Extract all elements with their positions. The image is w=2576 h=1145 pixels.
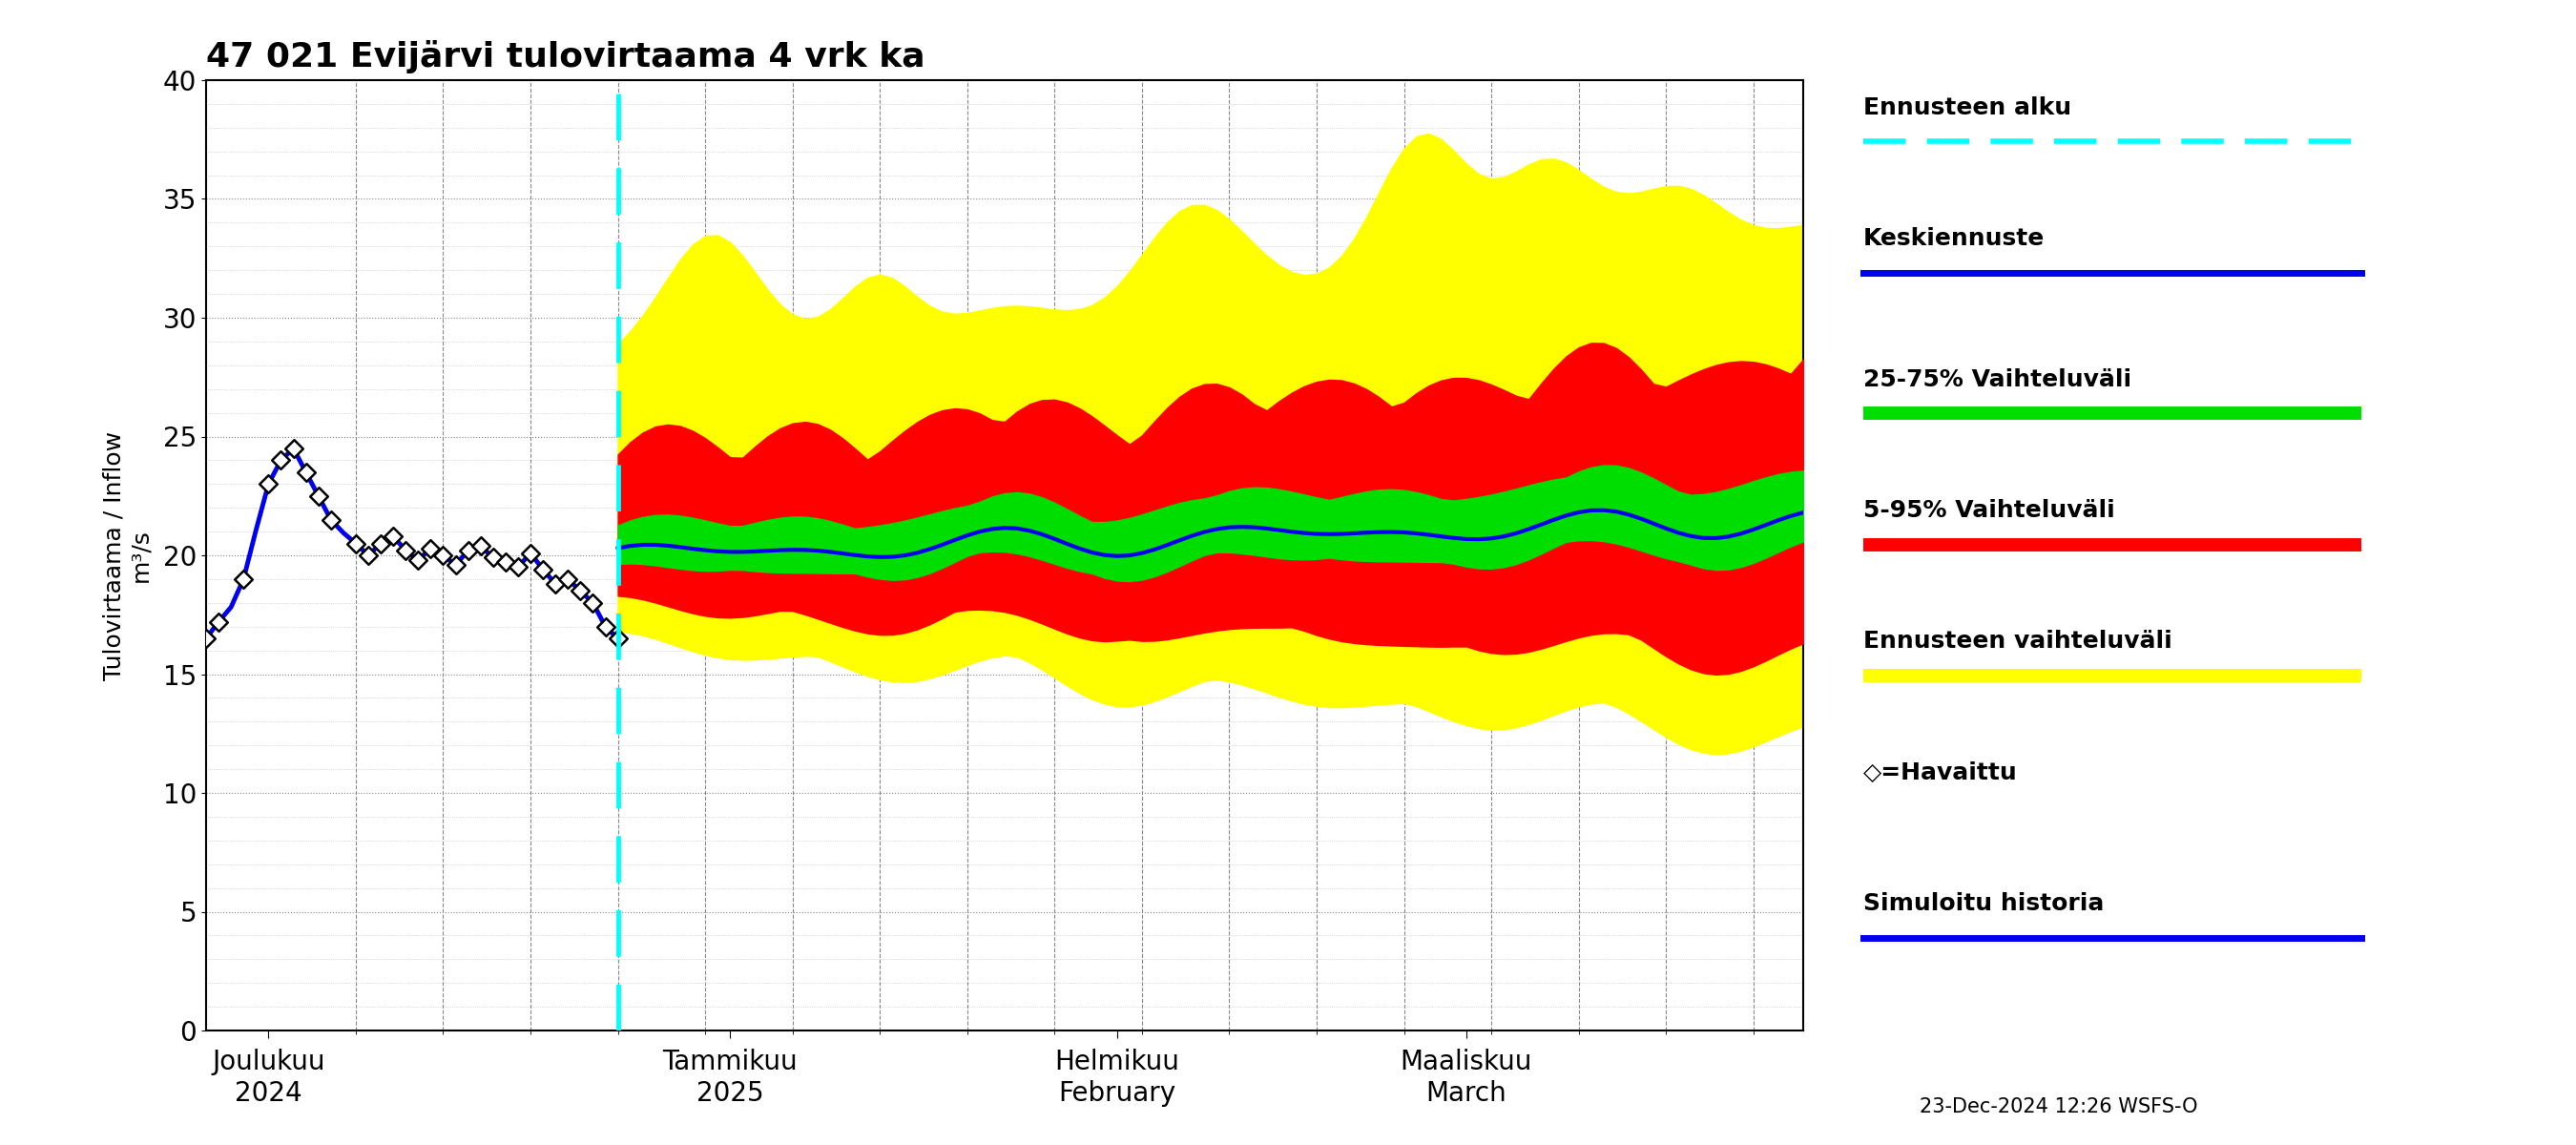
Point — [422, 546, 464, 564]
Point — [286, 463, 327, 481]
Point — [435, 555, 477, 574]
Point — [559, 582, 600, 600]
Text: 25-75% Vaihteluväli: 25-75% Vaihteluväli — [1862, 369, 2133, 392]
Point — [273, 440, 314, 458]
Text: 23-Dec-2024 12:26 WSFS-O: 23-Dec-2024 12:26 WSFS-O — [1919, 1097, 2197, 1116]
Point — [247, 475, 289, 493]
Point — [471, 548, 513, 567]
Point — [198, 613, 240, 631]
Point — [410, 539, 451, 558]
Point — [536, 575, 577, 593]
Point — [598, 630, 639, 648]
Text: Keskiennuste: Keskiennuste — [1862, 227, 2045, 250]
Point — [572, 593, 613, 611]
Point — [510, 544, 551, 562]
Text: 47 021 Evijärvi tulovirtaama 4 vrk ka: 47 021 Evijärvi tulovirtaama 4 vrk ka — [206, 40, 925, 73]
Point — [546, 570, 587, 589]
Point — [448, 542, 489, 560]
Point — [484, 553, 526, 571]
Point — [461, 537, 502, 555]
Point — [335, 535, 376, 553]
Point — [397, 551, 438, 569]
Y-axis label: Tulovirtaama / Inflow
m³/s: Tulovirtaama / Inflow m³/s — [103, 431, 152, 680]
Point — [585, 617, 626, 635]
Point — [260, 451, 301, 469]
Text: ◇=Havaittu: ◇=Havaittu — [1862, 761, 2017, 784]
Point — [523, 560, 564, 578]
Point — [374, 527, 415, 545]
Point — [386, 542, 428, 560]
Point — [497, 558, 538, 576]
Point — [185, 630, 227, 648]
Text: Ennusteen alku: Ennusteen alku — [1862, 96, 2071, 119]
Point — [224, 570, 265, 589]
Point — [309, 511, 350, 529]
Point — [348, 546, 389, 564]
Point — [299, 487, 340, 505]
Text: Simuloitu historia: Simuloitu historia — [1862, 892, 2105, 915]
Text: 5-95% Vaihteluväli: 5-95% Vaihteluväli — [1862, 499, 2115, 522]
Text: Ennusteen vaihteluväli: Ennusteen vaihteluväli — [1862, 630, 2172, 653]
Point — [361, 535, 402, 553]
